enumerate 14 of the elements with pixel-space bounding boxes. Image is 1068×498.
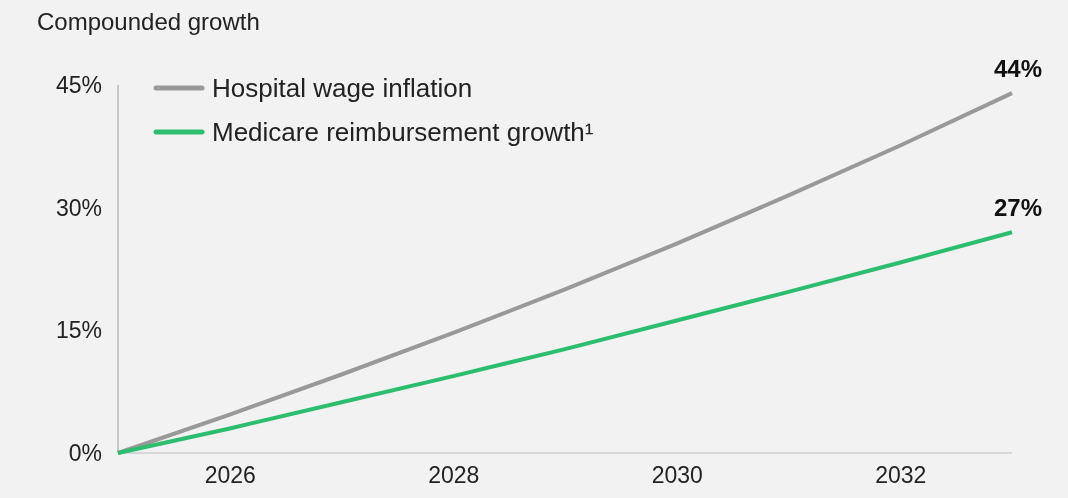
y-tick-label: 0% bbox=[68, 439, 102, 466]
x-tick-label: 2032 bbox=[875, 462, 927, 489]
x-tick-label: 2026 bbox=[204, 462, 256, 489]
legend-label: Hospital wage inflation bbox=[212, 73, 473, 103]
x-tick-label: 2028 bbox=[428, 462, 480, 489]
y-axis-title: Compounded growth bbox=[37, 8, 260, 35]
data-label: 27% bbox=[993, 194, 1042, 222]
x-tick-label: 2030 bbox=[651, 462, 703, 489]
y-tick-label: 45% bbox=[55, 71, 102, 98]
legend-label: Medicare reimbursement growth¹ bbox=[212, 117, 594, 147]
data-label: 44% bbox=[993, 55, 1042, 83]
y-tick-label: 15% bbox=[55, 317, 102, 344]
y-tick-label: 30% bbox=[55, 194, 102, 221]
line-series bbox=[116, 230, 1014, 455]
